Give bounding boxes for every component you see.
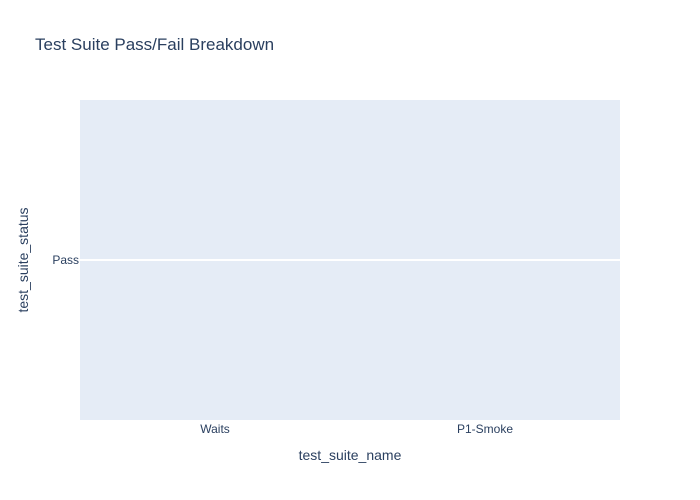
x-axis-title: test_suite_name (299, 447, 402, 463)
y-axis-ticks: Pass (52, 253, 79, 267)
y-axis-title: test_suite_status (15, 207, 31, 312)
y-tick-label: Pass (52, 253, 79, 267)
chart-title: Test Suite Pass/Fail Breakdown (35, 35, 274, 54)
x-axis-ticks: Waits P1-Smoke (200, 422, 513, 436)
x-tick-label: P1-Smoke (457, 422, 513, 436)
x-tick-label: Waits (200, 422, 230, 436)
